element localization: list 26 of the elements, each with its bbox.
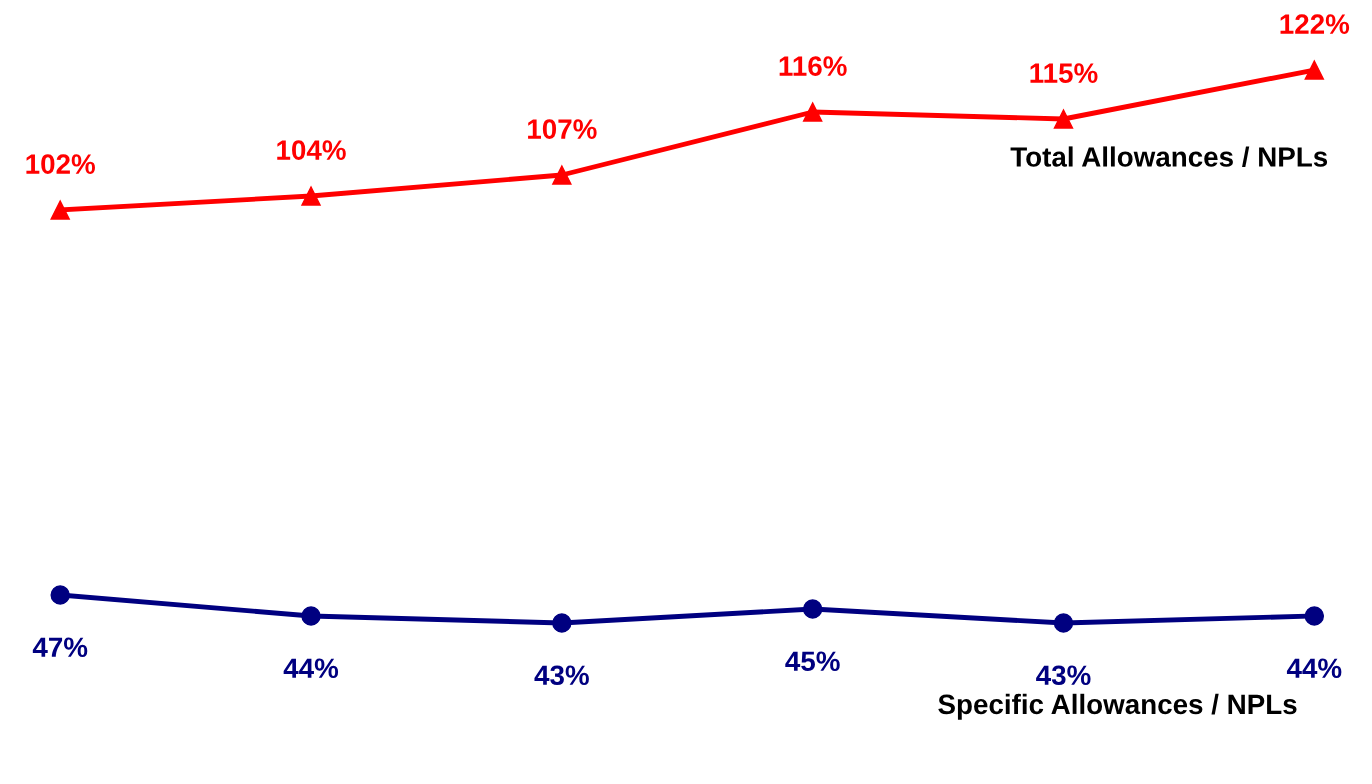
text: Specific Allowances / NPLs <box>938 693 1297 720</box>
point <box>552 613 572 633</box>
data-label: 122% <box>1280 14 1350 34</box>
data-label: 43% <box>534 665 589 686</box>
point <box>301 186 321 206</box>
point <box>1053 109 1074 129</box>
point <box>552 165 572 185</box>
data-label: 107% <box>528 119 597 139</box>
point <box>50 200 70 220</box>
point <box>802 102 823 122</box>
data-label: 102% <box>26 154 95 174</box>
data-label: 47% <box>32 637 88 658</box>
data-label: 44% <box>283 658 339 679</box>
point <box>1053 613 1074 633</box>
point <box>1304 606 1325 626</box>
point <box>50 585 70 605</box>
point <box>1304 60 1325 80</box>
data-label: 116% <box>779 56 847 76</box>
series-label: Total Allowances / NPLs <box>1010 146 1328 168</box>
data-label: 115% <box>1030 63 1098 83</box>
point <box>802 599 823 619</box>
data-label: 104% <box>277 140 346 160</box>
data-label: 43% <box>1036 665 1091 686</box>
point <box>301 606 321 626</box>
data-label: 44% <box>1286 658 1342 679</box>
data-label: 45% <box>785 651 840 672</box>
